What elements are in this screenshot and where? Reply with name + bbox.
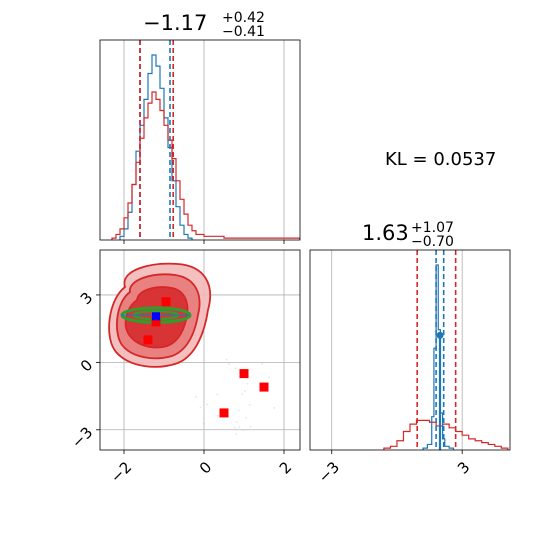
red-marker-1: [151, 317, 161, 327]
top-panel-frame: [99, 39, 301, 241]
background-sample: [241, 393, 244, 395]
red-marker-3: [239, 369, 249, 379]
background-sample: [233, 426, 236, 429]
joint-ticks: [96, 294, 285, 454]
top-title-lower: −0.41: [222, 24, 265, 40]
right-panel-frame: [309, 249, 511, 451]
right-histogram-series-0: [383, 419, 509, 450]
right-grid: [331, 250, 463, 450]
right-histograms: [383, 264, 509, 450]
kl-annotation: KL = 0.0537: [385, 149, 496, 170]
background-sample: [273, 407, 276, 409]
joint-x-tick-label-1: 0: [196, 458, 215, 477]
top-title-upper: +0.42: [222, 10, 265, 26]
background-sample: [228, 362, 231, 365]
red-marker-5: [219, 408, 229, 418]
background-sample: [238, 426, 241, 429]
background-sample: [195, 396, 197, 398]
top-title-value: −1.17: [143, 11, 207, 35]
background-sample: [249, 425, 252, 428]
background-sample: [237, 409, 240, 412]
joint-x-tick-label-2: 2: [276, 458, 295, 477]
panel-top-marginal: −1.17 +0.42 −0.41: [99, 10, 301, 244]
blue-marker: [152, 312, 160, 321]
red-marker-2: [143, 335, 153, 345]
top-quantile-lines: [139, 40, 174, 240]
background-sample: [199, 406, 202, 409]
background-sample: [216, 393, 219, 396]
joint-y-tick-label-1: 0: [77, 356, 96, 375]
background-sample: [206, 403, 208, 406]
background-sample: [242, 429, 245, 432]
background-sample: [234, 367, 237, 370]
right-quantile-lines: [416, 250, 457, 450]
right-x-tick-label-0: −3: [315, 458, 343, 486]
background-sample: [244, 390, 246, 392]
joint-y-tick-label-2: 3: [77, 289, 96, 308]
panel-right-marginal: −3 3 1.63 +1.07 −0.70: [309, 220, 511, 486]
top-histogram-series-1: [111, 91, 300, 240]
joint-contours: [108, 262, 276, 435]
blue-square-marker: [152, 312, 160, 321]
right-title-value: 1.63: [362, 221, 409, 245]
background-sample: [245, 416, 248, 419]
joint-y-tick-label-0: −3: [68, 423, 96, 451]
joint-x-tick-label-0: −2: [107, 458, 135, 486]
red-square-markers: [143, 297, 269, 418]
joint-y-tick-labels: −3 0 3: [68, 289, 96, 452]
joint-panel-frame: [99, 249, 301, 451]
background-sample: [267, 376, 270, 379]
red-marker-4: [259, 382, 269, 392]
top-histogram-series-0: [119, 54, 193, 240]
background-sample: [246, 382, 249, 385]
right-x-tick-label-1: 3: [454, 458, 473, 477]
right-marker: [436, 331, 444, 450]
red-marker-0: [161, 297, 171, 307]
background-sample: [235, 421, 238, 424]
right-title-lower: −0.70: [411, 234, 454, 250]
background-sample: [202, 422, 205, 425]
background-sample: [248, 404, 251, 406]
top-histograms: [111, 54, 300, 240]
joint-x-tick-labels: −2 0 2: [107, 458, 295, 486]
right-histogram-series-1: [422, 264, 455, 450]
background-sample: [235, 433, 238, 435]
background-sample: [225, 358, 228, 361]
top-ticks: [123, 240, 285, 244]
right-x-tick-labels: −3 3: [315, 458, 474, 486]
background-sample: [216, 414, 219, 417]
top-grid: [123, 40, 285, 240]
panel-joint: −2 0 2 −3 0 3: [68, 249, 301, 486]
right-title-upper: +1.07: [411, 220, 454, 236]
right-ticks: [331, 450, 463, 454]
background-sample: [261, 362, 264, 365]
